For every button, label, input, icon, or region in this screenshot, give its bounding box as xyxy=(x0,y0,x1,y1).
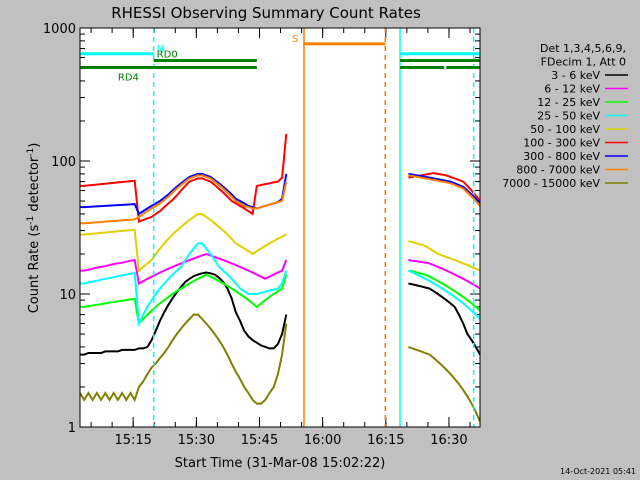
legend-label: 25 - 50 keV xyxy=(537,110,600,123)
x-tick-label: 15:30 xyxy=(178,433,215,448)
flag-label: S xyxy=(292,34,298,45)
footer-timestamp: 14-Oct-2021 05:41 xyxy=(560,467,636,476)
legend-label: 300 - 800 keV xyxy=(523,150,600,163)
axis-ticks: 1 10 100 1000 15:15 15:30 15:45 16:00 16:15 16:30 xyxy=(43,22,480,448)
legend-label: 800 - 7000 keV xyxy=(516,164,600,177)
series-line xyxy=(79,313,481,422)
legend-label: 12 - 25 keV xyxy=(537,96,600,109)
legend-label: 50 - 100 keV xyxy=(530,123,600,136)
flag-label: RD0 xyxy=(157,49,178,60)
series-line xyxy=(80,271,481,356)
series-group xyxy=(79,133,481,422)
flag-label: RD4 xyxy=(118,72,139,83)
plot-border xyxy=(79,27,481,428)
legend-header: FDecim 1, Att 0 xyxy=(541,56,626,69)
series-line xyxy=(80,269,481,326)
x-tick-label: 16:15 xyxy=(367,433,404,448)
series-line xyxy=(80,242,481,328)
flag-label: N xyxy=(157,44,164,55)
plot-area: 1 10 100 1000 15:15 15:30 15:45 16:00 16:15 16:30… xyxy=(43,22,481,448)
y-tick-label: 1000 xyxy=(43,22,76,37)
x-tick-label: 15:45 xyxy=(241,433,278,448)
series-line xyxy=(80,172,481,216)
x-tick-label: 15:15 xyxy=(114,433,151,448)
series-line xyxy=(80,174,481,225)
y-tick-label: 10 xyxy=(59,288,76,303)
legend-label: 6 - 12 keV xyxy=(544,83,600,96)
y-tick-label: 100 xyxy=(51,155,76,170)
legend-label: 3 - 6 keV xyxy=(551,69,600,82)
legend-label: 100 - 300 keV xyxy=(523,137,600,150)
x-tick-label: 16:30 xyxy=(430,433,467,448)
annotations: N S RD0 RD4 xyxy=(80,28,480,427)
legend-header: Det 1,3,4,5,6,9, xyxy=(540,42,626,55)
y-axis-label: Count Rate (s-1 detector-1) xyxy=(26,143,42,314)
x-tick-label: 16:00 xyxy=(304,433,341,448)
legend: Det 1,3,4,5,6,9,FDecim 1, Att 03 - 6 keV… xyxy=(502,42,628,190)
chart-title: RHESSI Observing Summary Count Rates xyxy=(111,4,421,22)
y-tick-label: 1 xyxy=(68,421,76,436)
legend-label: 7000 - 15000 keV xyxy=(502,177,600,190)
x-axis-label: Start Time (31-Mar-08 15:02:22) xyxy=(175,456,386,471)
series-line xyxy=(80,212,481,273)
